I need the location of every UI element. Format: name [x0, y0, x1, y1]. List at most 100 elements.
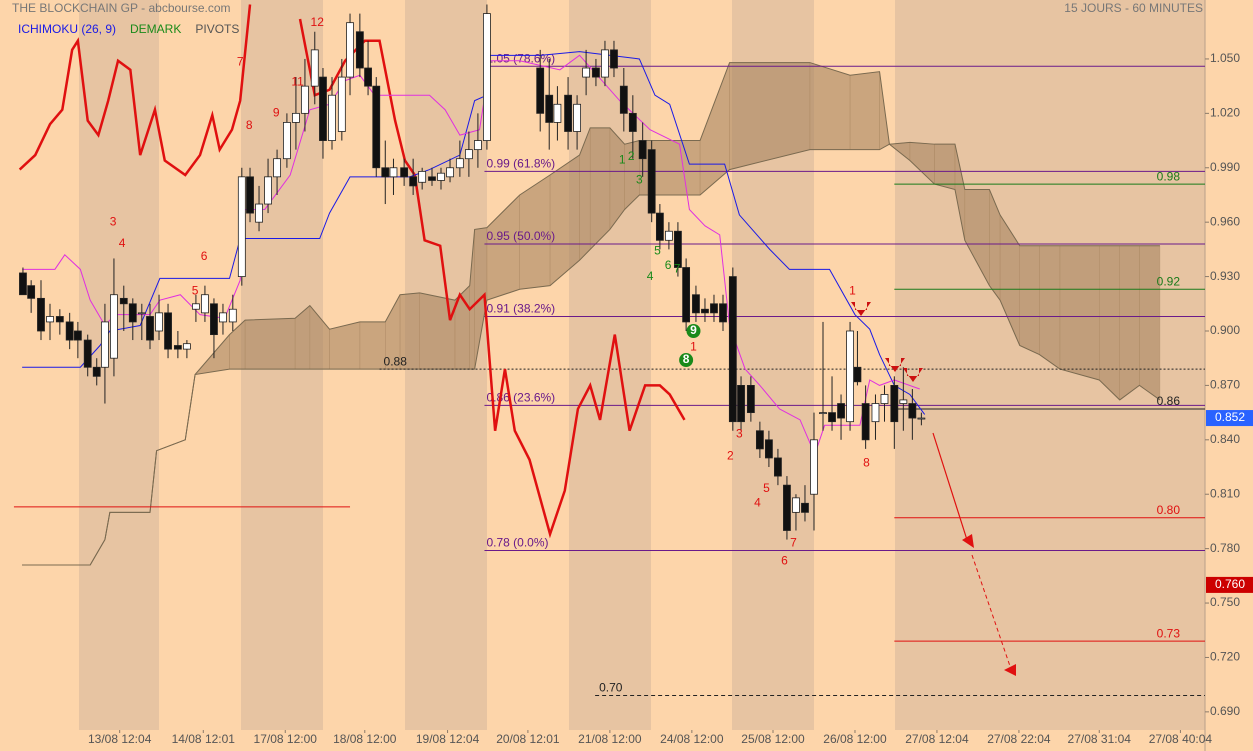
demark-circle — [679, 353, 694, 368]
level-label: 1.05 (78.6%) — [486, 51, 555, 65]
indicator-line — [22, 54, 920, 456]
candle-body — [46, 316, 54, 323]
y-tick-label: 1.020 — [1210, 106, 1240, 120]
x-tick-label: 14/08 12:01 — [172, 732, 236, 746]
candle-body — [73, 330, 82, 341]
legend-entry: ICHIMOKU (26, 9) — [18, 22, 116, 36]
candle-body — [483, 13, 491, 141]
candle-body — [819, 412, 827, 415]
candle-body — [27, 285, 36, 299]
candle-body — [409, 176, 418, 187]
demark-count: 8 — [863, 456, 870, 470]
candle-body — [346, 22, 354, 78]
x-tick-label: 18/08 12:00 — [333, 732, 397, 746]
level-label: 0.86 — [1157, 394, 1181, 408]
candle-body — [774, 457, 782, 477]
price-tag — [1206, 410, 1253, 427]
candle-body — [283, 122, 291, 160]
candle-body — [146, 316, 154, 341]
candle-body — [474, 140, 482, 151]
candle-body — [246, 176, 254, 214]
candle-body — [880, 394, 889, 404]
candle-body — [765, 439, 773, 459]
price-tag-label: 0.852 — [1215, 410, 1245, 424]
cloud-fill — [359, 321, 386, 370]
candle-body — [92, 366, 101, 377]
candle-body — [182, 343, 191, 350]
demark-count: 5 — [763, 481, 770, 495]
cloud-fill — [809, 62, 851, 150]
candle-body — [853, 366, 862, 383]
y-tick-label: 0.930 — [1210, 269, 1240, 283]
x-tick-label: 13/08 12:04 — [88, 732, 152, 746]
candle-body — [264, 176, 272, 205]
candle-body — [119, 297, 128, 305]
level-label: 0.92 — [1157, 274, 1181, 288]
x-tick-label: 26/08 12:00 — [823, 732, 887, 746]
candle-body — [455, 158, 464, 169]
candle-body — [372, 85, 381, 169]
y-tick-label: 0.870 — [1210, 378, 1240, 392]
y-tick-label: 0.780 — [1210, 541, 1240, 555]
demark-count: 1 — [619, 153, 626, 167]
candle-body — [899, 399, 908, 404]
indicator-line — [22, 51, 926, 415]
candle-body — [155, 312, 163, 332]
x-tick-label: 27/08 22:04 — [987, 732, 1051, 746]
demark-count: 6 — [781, 554, 788, 568]
cloud-fill — [1139, 245, 1161, 401]
candle-body — [908, 403, 917, 419]
legend: ICHIMOKU (26, 9) DEMARK PIVOTS — [18, 22, 239, 36]
chart-subtitle: 15 JOURS - 60 MINUTES — [1064, 1, 1203, 15]
candle-body — [192, 303, 200, 310]
y-tick-label: 0.960 — [1210, 214, 1240, 228]
demark-count: 7 — [237, 55, 244, 69]
legend-entry: DEMARK — [130, 22, 181, 36]
x-tick-label: 27/08 12:04 — [905, 732, 969, 746]
candle-body — [101, 321, 109, 368]
x-tick-label: 27/08 31:04 — [1068, 732, 1132, 746]
candle-body — [545, 94, 554, 123]
candle-body — [228, 308, 237, 323]
demark-count: 3 — [110, 214, 117, 228]
candle-body — [917, 417, 926, 420]
signal-arrows — [851, 302, 923, 382]
candle-body — [328, 94, 336, 141]
candle-body — [255, 203, 263, 223]
y-tick-label: 0.750 — [1210, 595, 1240, 609]
demark-count: 4 — [119, 236, 126, 250]
candle-body — [592, 67, 600, 78]
demark-count: 6 — [201, 249, 208, 263]
x-tick-label: 24/08 12:00 — [660, 732, 724, 746]
candle-body — [828, 412, 836, 423]
candle-body — [301, 85, 309, 114]
candle-body — [601, 49, 609, 78]
candle-body — [810, 439, 818, 495]
candle-body — [319, 76, 327, 141]
candle-body — [389, 167, 398, 178]
demark-count: 3 — [736, 427, 743, 441]
candle-body — [674, 230, 682, 268]
level-label: 0.98 — [1157, 169, 1181, 183]
candle-body — [355, 31, 364, 69]
demark-count: 12 — [311, 15, 325, 29]
indicator-line — [18, 4, 252, 177]
candle-body — [210, 303, 218, 336]
level-label: 0.95 (50.0%) — [486, 229, 555, 243]
candle-body — [437, 172, 445, 181]
candle-body — [110, 294, 118, 359]
projection — [932, 432, 1016, 676]
candle-body — [837, 403, 845, 419]
candle-body — [701, 308, 709, 314]
y-tick-label: 0.990 — [1210, 160, 1240, 174]
candle-body — [418, 170, 427, 183]
y-tick-label: 0.720 — [1210, 650, 1240, 664]
candle-body — [737, 385, 745, 423]
candle-body — [573, 103, 581, 132]
x-tick-label: 27/08 40:04 — [1149, 732, 1213, 746]
demark-count: 3 — [636, 173, 643, 187]
candle-body — [400, 167, 409, 178]
candle-body — [710, 303, 718, 314]
candle-body — [164, 312, 172, 350]
